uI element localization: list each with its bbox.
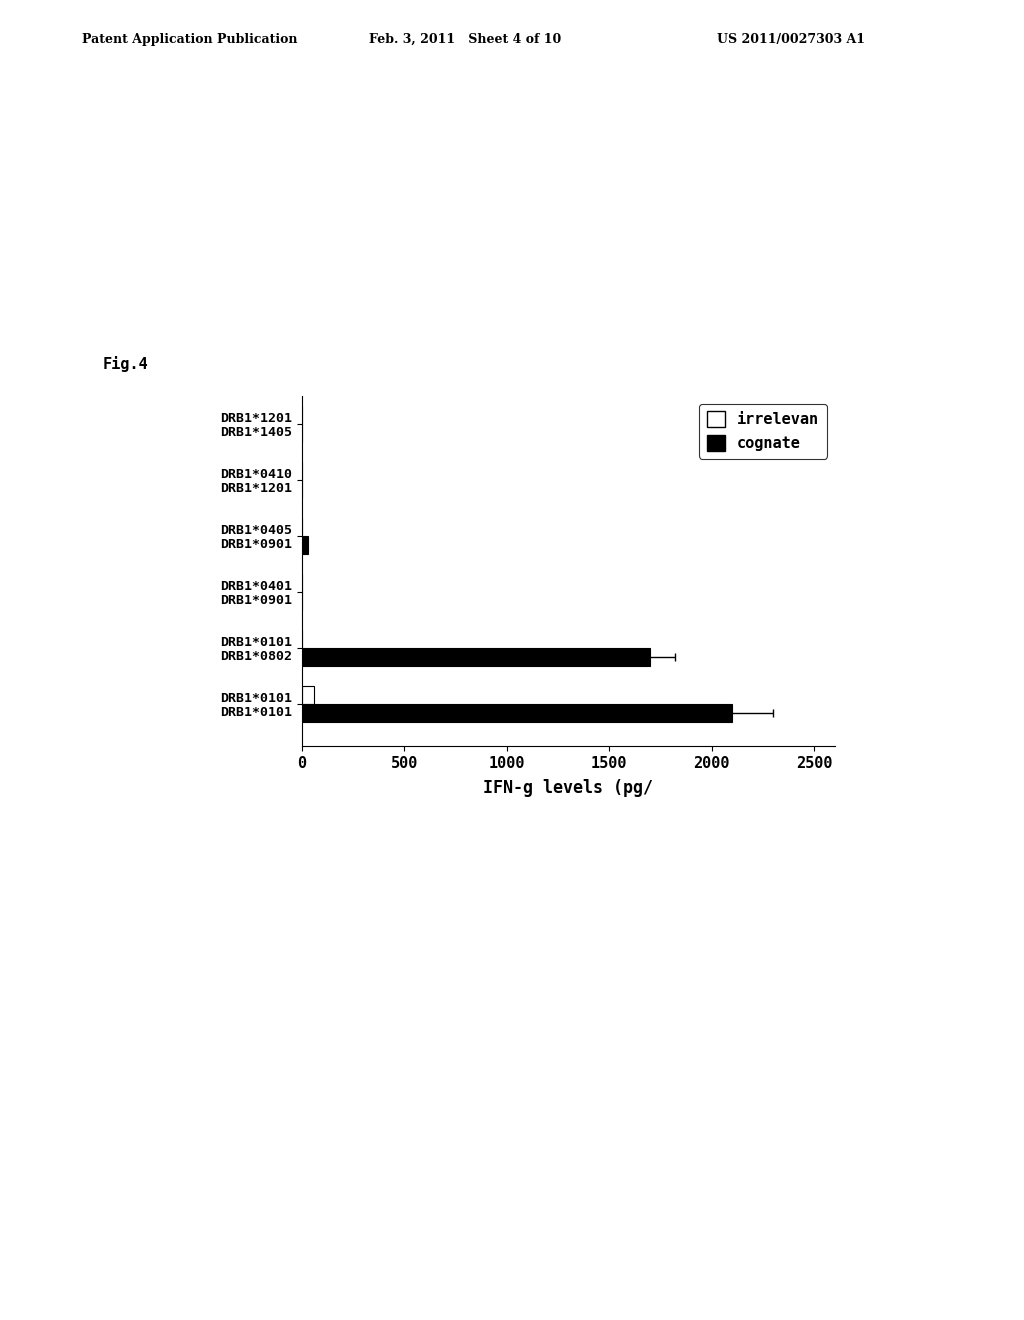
Bar [302,536,308,554]
Text: Feb. 3, 2011   Sheet 4 of 10: Feb. 3, 2011 Sheet 4 of 10 [369,33,561,46]
Text: Patent Application Publication: Patent Application Publication [82,33,297,46]
Bar [302,704,732,722]
Legend: irrelevan, cognate: irrelevan, cognate [699,404,827,458]
Bar [302,648,650,665]
X-axis label: IFN-g levels (pg/: IFN-g levels (pg/ [483,779,653,797]
Bar [302,686,314,704]
Text: US 2011/0027303 A1: US 2011/0027303 A1 [717,33,865,46]
Text: Fig.4: Fig.4 [102,356,148,372]
